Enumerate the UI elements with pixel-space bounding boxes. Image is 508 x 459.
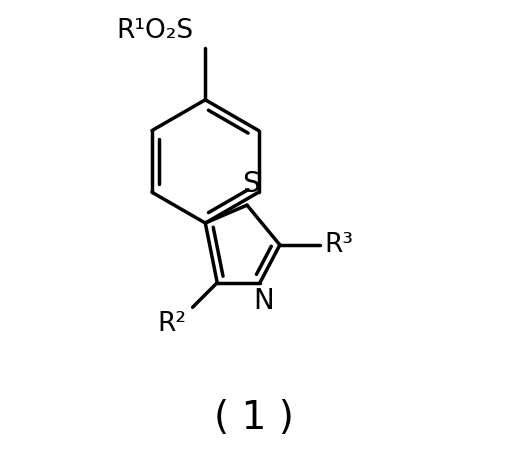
Text: S: S	[242, 170, 260, 198]
Text: R²: R²	[157, 311, 186, 337]
Text: ( 1 ): ( 1 )	[214, 399, 294, 437]
Text: N: N	[253, 287, 274, 315]
Text: R¹O₂S: R¹O₂S	[116, 18, 194, 44]
Text: R³: R³	[325, 232, 354, 258]
